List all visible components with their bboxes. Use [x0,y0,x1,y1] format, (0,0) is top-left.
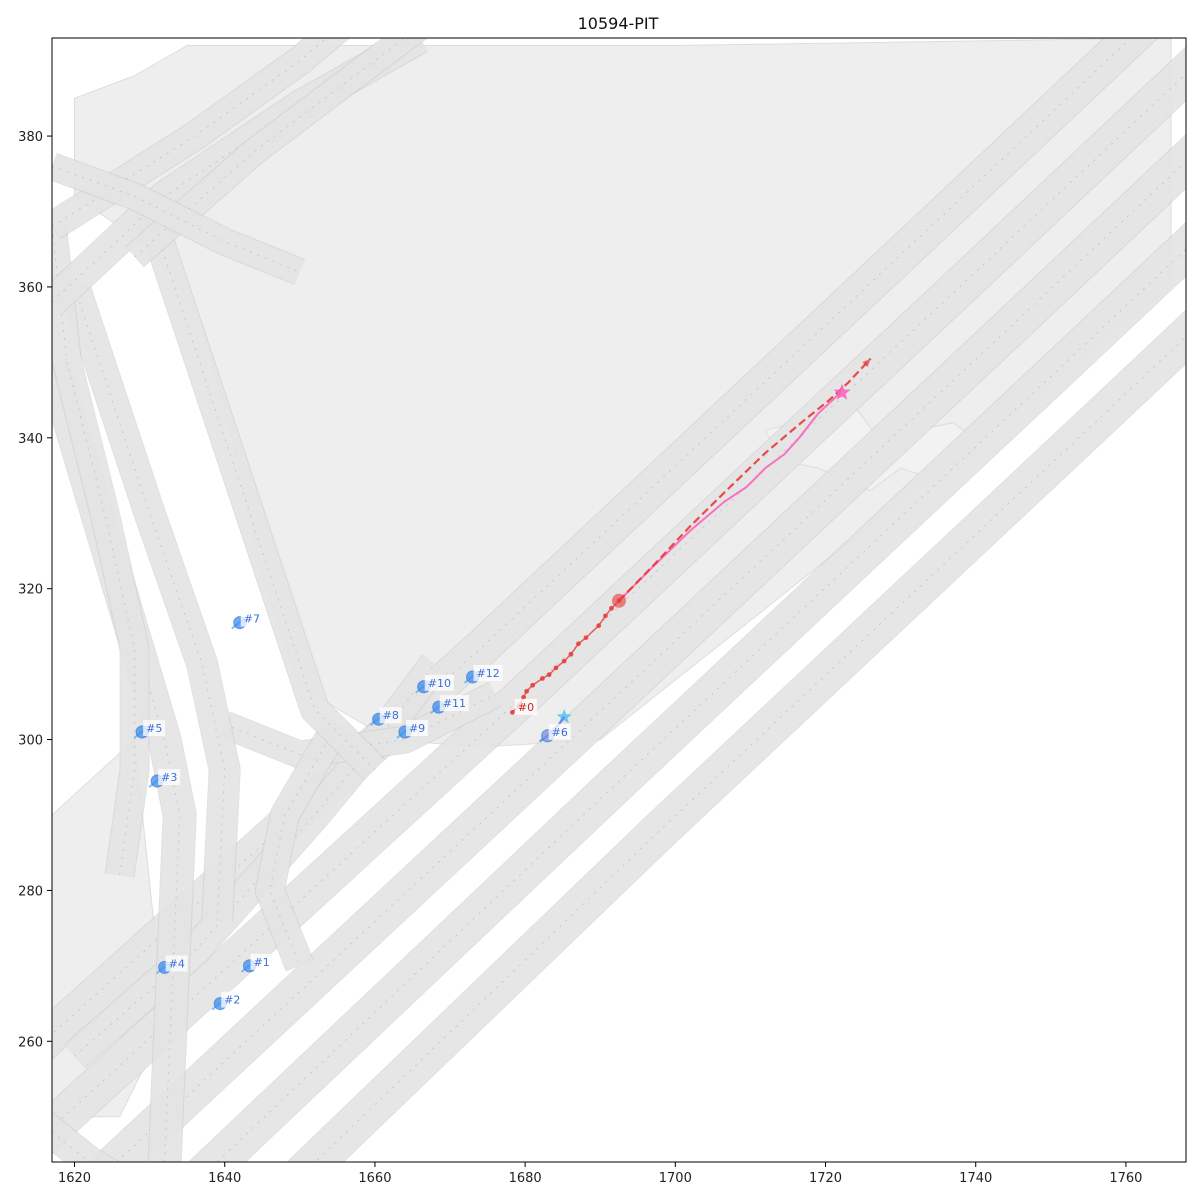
agent-label: #6 [552,726,568,739]
history-point [530,682,536,688]
history-point [603,613,608,619]
agent-marker: #2 [211,991,244,1011]
history-point [524,688,530,694]
agent-label: #2 [224,994,240,1007]
agent-marker: #9 [396,720,428,739]
road-lane-centerline [149,211,376,771]
y-tick-label: 320 [18,583,43,598]
history-point [521,694,527,700]
agent-label: #9 [409,722,425,735]
predicted-path [618,357,872,602]
road-ramp-centerline [224,693,496,756]
agent-label-bg [158,769,181,786]
agent-marker: #4 [156,955,188,975]
agent-label-bg [548,723,571,740]
agent-label-bg [405,720,428,737]
agent-marker: #5 [133,720,166,739]
agent-label-bg [424,674,454,691]
road-lane [52,153,305,284]
y-tick-label: 340 [18,432,43,447]
agent-goal-star [556,708,572,724]
x-tick-label: 1760 [1109,1171,1142,1186]
x-tick-label: 1660 [358,1171,391,1186]
history-point [609,605,614,611]
agent-layer: #0 #1 #2 #3 #4 #5 #6 #7 #8 #9 #10 #11 #12 [133,610,571,1011]
x-tick-label: 1680 [509,1171,542,1186]
y-tick-label: 280 [18,884,43,899]
agent-label-bg [514,698,537,715]
agent-label-bg [439,695,469,712]
agent-label-bg [221,991,244,1008]
plot-title: 10594-PIT [578,14,659,33]
y-axis: 260 280 300 320 340 360 380 [18,130,52,1050]
road-lane-centerline [52,38,1132,1035]
history-point [546,672,552,678]
agent-label-bg [250,953,273,970]
x-axis: 1620 1640 1660 1680 1700 1720 1740 1760 [58,1162,1142,1186]
agent-marker: #11 [430,695,469,714]
agent-label-bg [165,955,188,972]
agent-label-bg [379,707,402,724]
history-point [596,623,602,629]
agent-label: #11 [443,697,466,710]
agent-label: #8 [383,709,399,722]
x-tick-label: 1620 [58,1171,91,1186]
goal-star [833,383,851,400]
agent-label: #7 [244,613,260,626]
agent-marker: #3 [148,769,181,788]
trajectory-layer [509,357,872,743]
y-tick-label: 300 [18,734,43,749]
prediction-arrowhead [862,358,871,368]
agent-label-bg [240,610,263,627]
x-tick-label: 1720 [809,1171,842,1186]
history-point [576,641,581,647]
agent-label-bg [143,720,166,737]
history-point [553,665,559,671]
agent-label: #12 [477,667,500,680]
agent-label: #10 [428,677,451,690]
y-tick-label: 360 [18,281,43,296]
road-lane [60,282,240,922]
agent-label: #4 [169,957,185,970]
agent-label: #3 [161,771,177,784]
history-point [539,676,545,681]
agent-marker: #7 [231,610,263,630]
history-point [568,651,574,657]
history-point [561,658,567,664]
road-ramp [64,655,448,1068]
road-lane-centerline [116,160,1186,1162]
x-tick-label: 1700 [659,1171,692,1186]
agent-label-bg [473,664,503,681]
road-lane-centerline [52,226,136,876]
agent-marker: #8 [370,707,402,726]
x-tick-label: 1740 [959,1171,992,1186]
focal-current-marker [612,593,626,608]
agent-label: #5 [146,722,162,735]
agent-marker: #12 [463,664,503,684]
agent-marker: #10 [415,674,454,694]
agent-marker: #1 [240,953,273,973]
road-lane-centerline [314,336,1186,1162]
y-tick-label: 380 [18,130,43,145]
road-lane-centerline [216,248,1186,1162]
agent-marker: #0 [514,698,537,715]
agent-marker: #6 [539,723,571,743]
road-lane [126,38,427,267]
agent-label: #0 [518,701,534,714]
road-ramp [255,717,350,972]
plot-frame [51,37,1187,1163]
x-tick-label: 1640 [208,1171,241,1186]
history-path [511,600,620,713]
agent-label: #1 [254,956,270,969]
history-point [509,710,515,715]
road-lane-centerline [52,38,328,228]
ground-truth-path [618,391,842,602]
history-point [583,635,589,641]
y-tick-label: 260 [18,1035,43,1050]
road-lane-centerline [52,362,181,1162]
